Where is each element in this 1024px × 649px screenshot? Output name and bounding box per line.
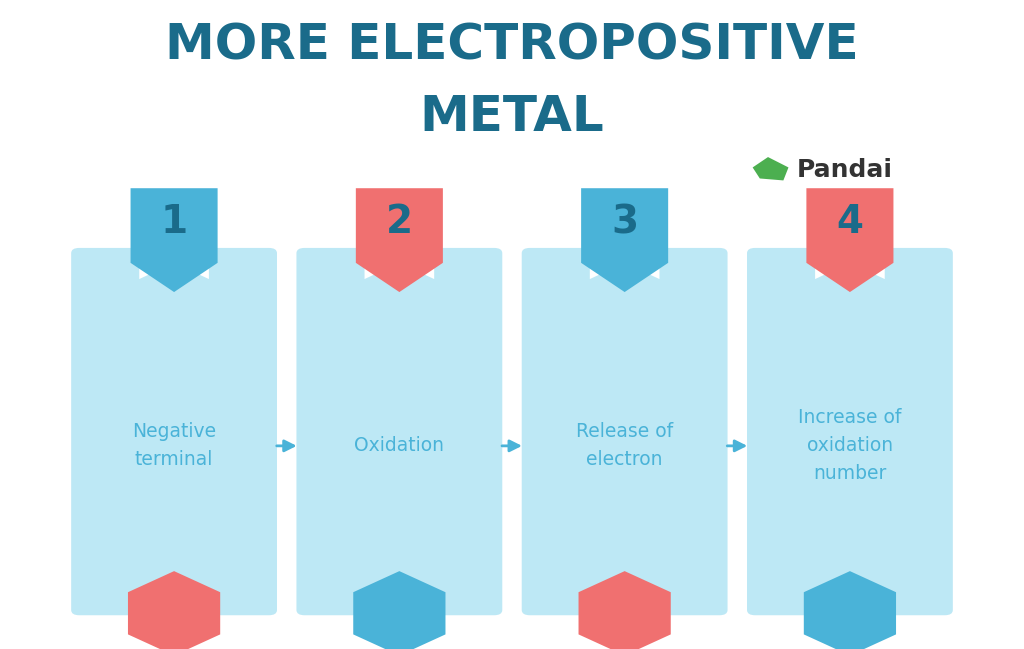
Polygon shape [753,157,788,180]
FancyBboxPatch shape [748,248,953,615]
Polygon shape [815,587,885,613]
Text: Release of
electron: Release of electron [577,422,673,469]
Polygon shape [582,188,669,292]
FancyBboxPatch shape [522,248,728,615]
Polygon shape [353,571,445,649]
FancyBboxPatch shape [297,248,502,615]
Polygon shape [365,250,434,279]
Polygon shape [128,571,220,649]
Polygon shape [590,250,659,279]
Text: Increase of
oxidation
number: Increase of oxidation number [799,408,901,484]
Polygon shape [815,250,885,279]
Text: 3: 3 [611,203,638,241]
Text: METAL: METAL [420,93,604,141]
Polygon shape [356,188,442,292]
Polygon shape [590,587,659,613]
Text: Negative
terminal: Negative terminal [132,422,216,469]
Text: 1: 1 [161,203,187,241]
Polygon shape [365,587,434,613]
Text: Pandai: Pandai [797,158,893,182]
Text: MORE ELECTROPOSITIVE: MORE ELECTROPOSITIVE [165,21,859,69]
FancyBboxPatch shape [72,248,276,615]
Text: 4: 4 [837,203,863,241]
Polygon shape [804,571,896,649]
Polygon shape [131,188,218,292]
Text: Oxidation: Oxidation [354,436,444,456]
Text: 2: 2 [386,203,413,241]
Polygon shape [579,571,671,649]
Polygon shape [139,587,209,613]
Polygon shape [807,188,893,292]
Polygon shape [139,250,209,279]
